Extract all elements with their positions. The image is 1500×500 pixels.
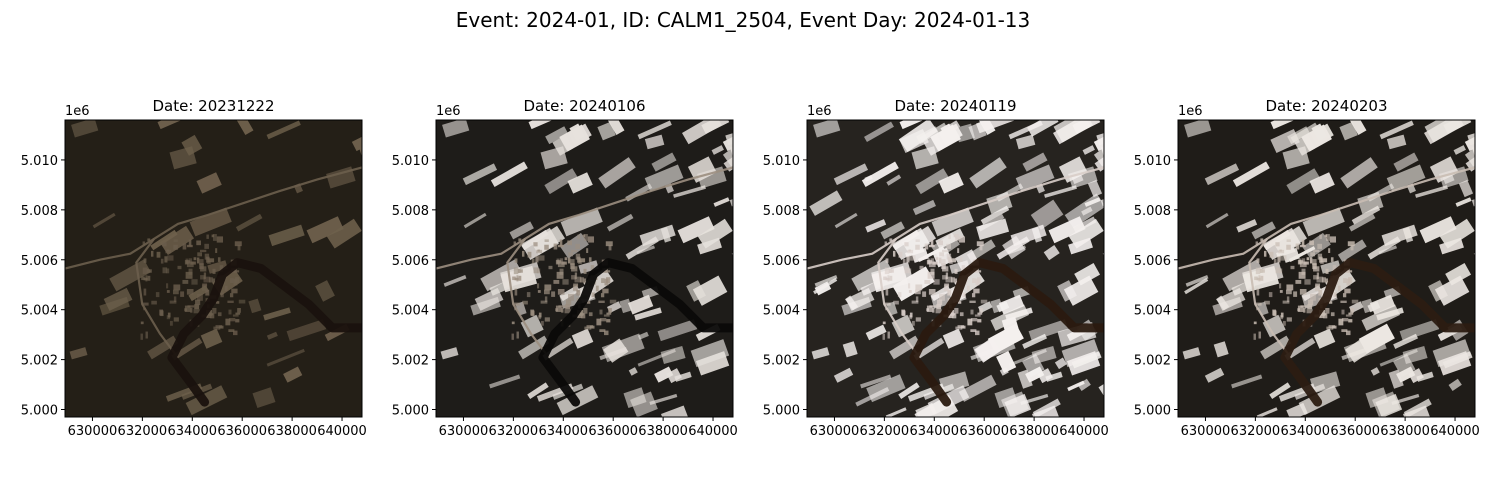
y-tick-label: 5.008 <box>763 204 800 219</box>
y-tick-label: 5.000 <box>21 404 58 419</box>
y-tick-label: 5.000 <box>763 404 800 419</box>
axes-frame <box>806 119 1105 418</box>
x-tick-label: 640000 <box>1059 424 1109 439</box>
x-tick-label: 638000 <box>638 424 688 439</box>
axes-frame <box>435 119 734 418</box>
x-tick-label: 632000 <box>118 424 168 439</box>
y-tick-label: 5.002 <box>392 354 429 369</box>
y-tick-label: 5.006 <box>1134 254 1171 269</box>
y-offset-label: 1e6 <box>436 104 461 119</box>
panel-title: Date: 20240119 <box>894 97 1016 115</box>
y-tick-label: 5.000 <box>1134 404 1171 419</box>
x-tick-label: 636000 <box>217 424 267 439</box>
panel-title: Date: 20240106 <box>523 97 645 115</box>
satellite-image <box>1178 120 1475 417</box>
x-tick-label: 638000 <box>1380 424 1430 439</box>
x-tick-label: 634000 <box>1280 424 1330 439</box>
x-tick-label: 634000 <box>909 424 959 439</box>
x-tick-label: 630000 <box>810 424 860 439</box>
x-tick-label: 634000 <box>538 424 588 439</box>
x-tick-label: 636000 <box>588 424 638 439</box>
panel-4: Date: 20240203 1e6 630000 632000 634000 63600… <box>1134 97 1480 439</box>
x-tick-label: 640000 <box>688 424 738 439</box>
panel-title: Date: 20231222 <box>152 97 274 115</box>
axes-frame <box>1177 119 1476 418</box>
y-offset-label: 1e6 <box>65 104 90 119</box>
x-tick-label: 632000 <box>860 424 910 439</box>
y-tick-label: 5.002 <box>1134 354 1171 369</box>
y-tick-label: 5.004 <box>1134 304 1171 319</box>
y-tick-label: 5.008 <box>1134 204 1171 219</box>
y-tick-label: 5.004 <box>392 304 429 319</box>
y-tick-label: 5.004 <box>21 304 58 319</box>
x-tick-label: 636000 <box>1330 424 1380 439</box>
y-tick-label: 5.006 <box>392 254 429 269</box>
figure-suptitle: Event: 2024-01, ID: CALM1_2504, Event Da… <box>456 8 1030 32</box>
satellite-image <box>436 120 733 417</box>
y-tick-label: 5.010 <box>763 154 800 169</box>
x-tick-label: 640000 <box>317 424 367 439</box>
y-offset-label: 1e6 <box>1178 104 1203 119</box>
x-tick-label: 632000 <box>1231 424 1281 439</box>
y-offset-label: 1e6 <box>807 104 832 119</box>
panel-3: Date: 20240119 1e6 630000 632000 634000 63600… <box>763 97 1109 439</box>
panel-1: Date: 20231222 1e6 630000 632000 634000 63600… <box>21 97 367 439</box>
x-tick-label: 630000 <box>439 424 489 439</box>
x-tick-label: 630000 <box>1181 424 1231 439</box>
y-tick-label: 5.002 <box>21 354 58 369</box>
y-tick-label: 5.004 <box>763 304 800 319</box>
panel-2: Date: 20240106 1e6 630000 632000 634000 63600… <box>392 97 738 439</box>
x-tick-label: 638000 <box>1009 424 1059 439</box>
x-tick-label: 630000 <box>68 424 118 439</box>
x-tick-label: 634000 <box>167 424 217 439</box>
y-tick-label: 5.010 <box>1134 154 1171 169</box>
y-tick-label: 5.008 <box>21 204 58 219</box>
panel-title: Date: 20240203 <box>1265 97 1387 115</box>
y-tick-label: 5.000 <box>392 404 429 419</box>
x-tick-label: 632000 <box>489 424 539 439</box>
y-tick-label: 5.008 <box>392 204 429 219</box>
x-tick-label: 640000 <box>1430 424 1480 439</box>
satellite-image <box>65 120 362 417</box>
y-tick-label: 5.002 <box>763 354 800 369</box>
x-tick-label: 638000 <box>267 424 317 439</box>
satellite-image <box>807 120 1104 417</box>
y-tick-label: 5.010 <box>392 154 429 169</box>
y-tick-label: 5.010 <box>21 154 58 169</box>
y-tick-label: 5.006 <box>763 254 800 269</box>
x-tick-label: 636000 <box>959 424 1009 439</box>
axes-frame <box>64 119 363 418</box>
y-tick-label: 5.006 <box>21 254 58 269</box>
